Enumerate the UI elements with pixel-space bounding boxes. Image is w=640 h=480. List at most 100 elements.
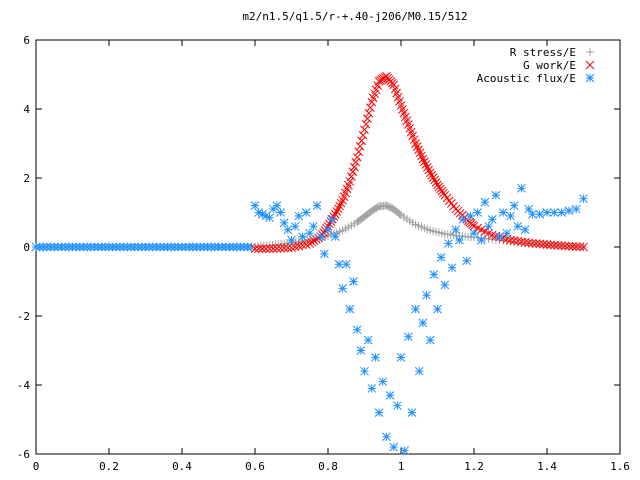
data-point xyxy=(371,353,380,362)
data-point xyxy=(506,211,515,221)
series-baseline xyxy=(31,242,256,252)
series-1 xyxy=(250,71,588,254)
data-point xyxy=(367,384,377,393)
data-point xyxy=(254,208,264,217)
data-point xyxy=(571,204,581,214)
data-point xyxy=(415,148,425,158)
data-point xyxy=(363,114,372,124)
data-point xyxy=(462,256,472,266)
data-point xyxy=(257,244,267,254)
data-point xyxy=(568,242,577,251)
data-point xyxy=(506,235,515,245)
x-tick-label: 1 xyxy=(398,460,405,473)
data-point xyxy=(575,242,585,252)
data-point xyxy=(298,240,307,250)
data-point xyxy=(447,263,457,273)
y-tick-label: -4 xyxy=(17,379,31,392)
data-point xyxy=(309,236,319,246)
y-tick-label: 0 xyxy=(23,241,30,254)
data-point xyxy=(347,172,356,181)
data-point xyxy=(341,259,351,269)
data-point xyxy=(287,235,296,245)
data-point xyxy=(557,241,566,251)
data-point xyxy=(356,346,366,355)
data-point xyxy=(429,270,439,279)
data-point xyxy=(425,168,435,178)
data-point xyxy=(332,207,342,216)
data-point xyxy=(283,243,293,253)
data-point xyxy=(553,241,563,250)
data-point xyxy=(348,167,358,177)
data-point xyxy=(365,103,375,112)
data-point xyxy=(361,119,371,129)
x-tick-label: 0.4 xyxy=(172,460,192,473)
data-point xyxy=(287,243,296,253)
x-tick-label: 0.2 xyxy=(99,460,119,473)
data-point xyxy=(355,141,365,151)
data-point xyxy=(290,242,300,252)
legend-marker xyxy=(586,48,594,56)
data-point xyxy=(455,235,464,245)
data-point xyxy=(538,239,548,249)
data-point xyxy=(427,170,437,180)
data-point xyxy=(265,244,274,254)
data-point xyxy=(396,353,406,362)
data-point xyxy=(425,335,435,345)
data-point xyxy=(338,284,347,293)
data-point xyxy=(261,244,271,254)
data-point xyxy=(354,147,364,157)
legend-marker xyxy=(585,73,595,83)
data-point xyxy=(294,211,304,221)
data-point xyxy=(436,252,446,262)
data-point xyxy=(309,221,318,231)
data-point xyxy=(513,221,523,231)
data-point xyxy=(458,215,468,224)
data-point xyxy=(363,335,373,345)
data-point xyxy=(480,197,490,207)
data-point xyxy=(407,408,417,417)
data-point xyxy=(352,325,362,335)
data-point xyxy=(279,218,289,228)
data-point xyxy=(531,239,541,248)
data-point xyxy=(424,165,434,175)
data-point xyxy=(250,244,260,254)
data-point xyxy=(509,236,519,246)
data-point xyxy=(535,209,545,219)
data-point xyxy=(290,221,300,231)
data-point xyxy=(276,243,285,253)
data-point xyxy=(334,259,344,269)
data-point xyxy=(571,242,581,251)
data-point xyxy=(330,209,340,219)
data-point xyxy=(345,177,355,186)
data-point xyxy=(360,366,369,376)
x-axis: 0 0.2 0.4 0.6 0.8 1 1.2 1.4 1.6 xyxy=(33,40,630,473)
data-point xyxy=(279,243,289,253)
data-point xyxy=(283,225,293,235)
data-point xyxy=(473,208,483,217)
legend-label: Acoustic flux/E xyxy=(477,72,576,85)
y-tick-label: -2 xyxy=(17,310,30,323)
data-point xyxy=(420,157,429,167)
data-point xyxy=(421,160,431,169)
data-point xyxy=(357,136,366,146)
data-point xyxy=(542,208,552,217)
series-0 xyxy=(251,201,588,251)
data-point xyxy=(444,239,453,248)
data-point xyxy=(513,236,523,246)
data-point xyxy=(360,125,369,135)
data-point xyxy=(336,198,346,208)
data-point xyxy=(312,201,322,210)
data-point xyxy=(358,130,368,140)
data-point xyxy=(431,178,441,187)
data-point xyxy=(498,208,508,217)
data-point xyxy=(326,217,336,226)
data-point xyxy=(524,238,534,248)
data-point xyxy=(412,142,422,151)
data-point xyxy=(557,208,566,217)
data-point xyxy=(349,162,359,172)
data-point xyxy=(528,209,537,219)
x-tick-label: 1.6 xyxy=(610,460,630,473)
data-point xyxy=(411,139,420,148)
data-point xyxy=(422,290,431,300)
